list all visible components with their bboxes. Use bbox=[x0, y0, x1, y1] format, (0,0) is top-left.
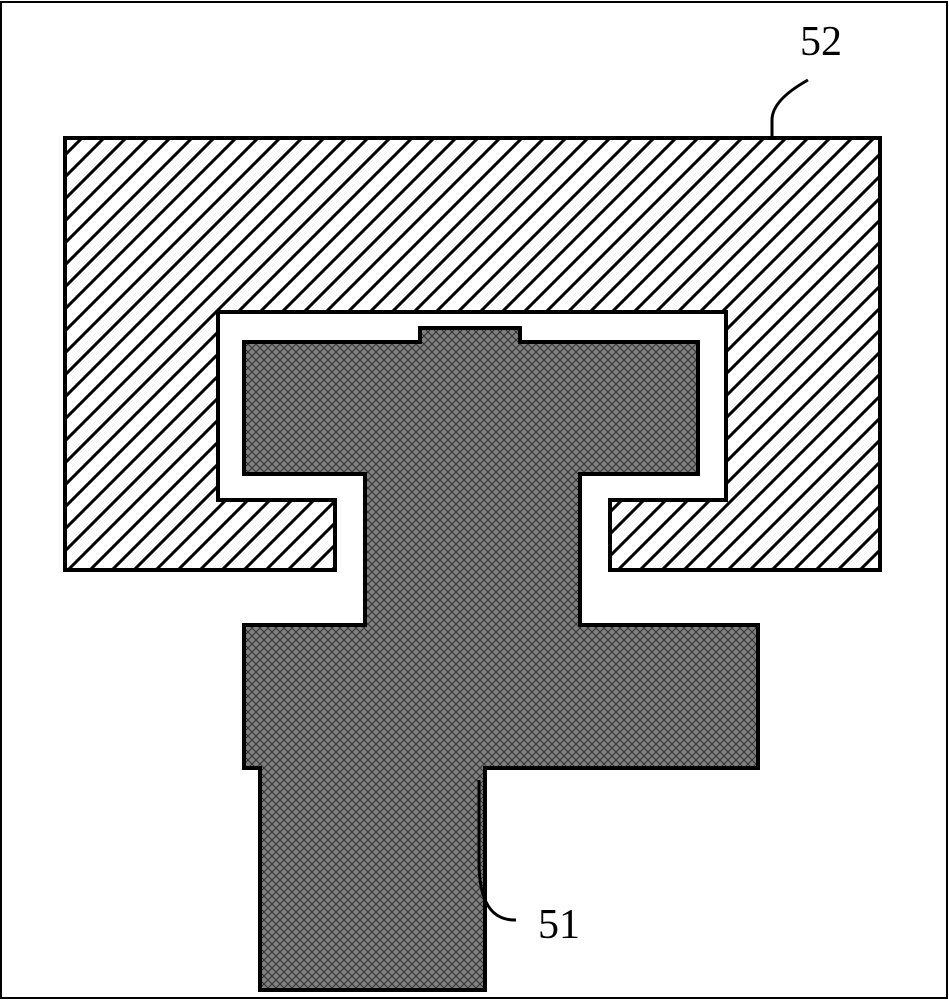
cross-section-diagram bbox=[0, 0, 949, 1000]
leader-line-52 bbox=[772, 80, 808, 140]
part-51 bbox=[244, 328, 758, 990]
label-51: 51 bbox=[538, 901, 580, 949]
label-52: 52 bbox=[800, 18, 842, 66]
